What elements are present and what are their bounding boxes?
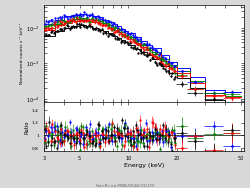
Text: Parker M.L. et al. MNRAS 2015,443:1723-1732: Parker M.L. et al. MNRAS 2015,443:1723-1…	[96, 184, 154, 188]
X-axis label: Energy (keV): Energy (keV)	[124, 163, 164, 168]
Y-axis label: Ratio: Ratio	[25, 120, 30, 134]
Y-axis label: Normalized counts s⁻¹ keV⁻¹: Normalized counts s⁻¹ keV⁻¹	[20, 23, 24, 84]
